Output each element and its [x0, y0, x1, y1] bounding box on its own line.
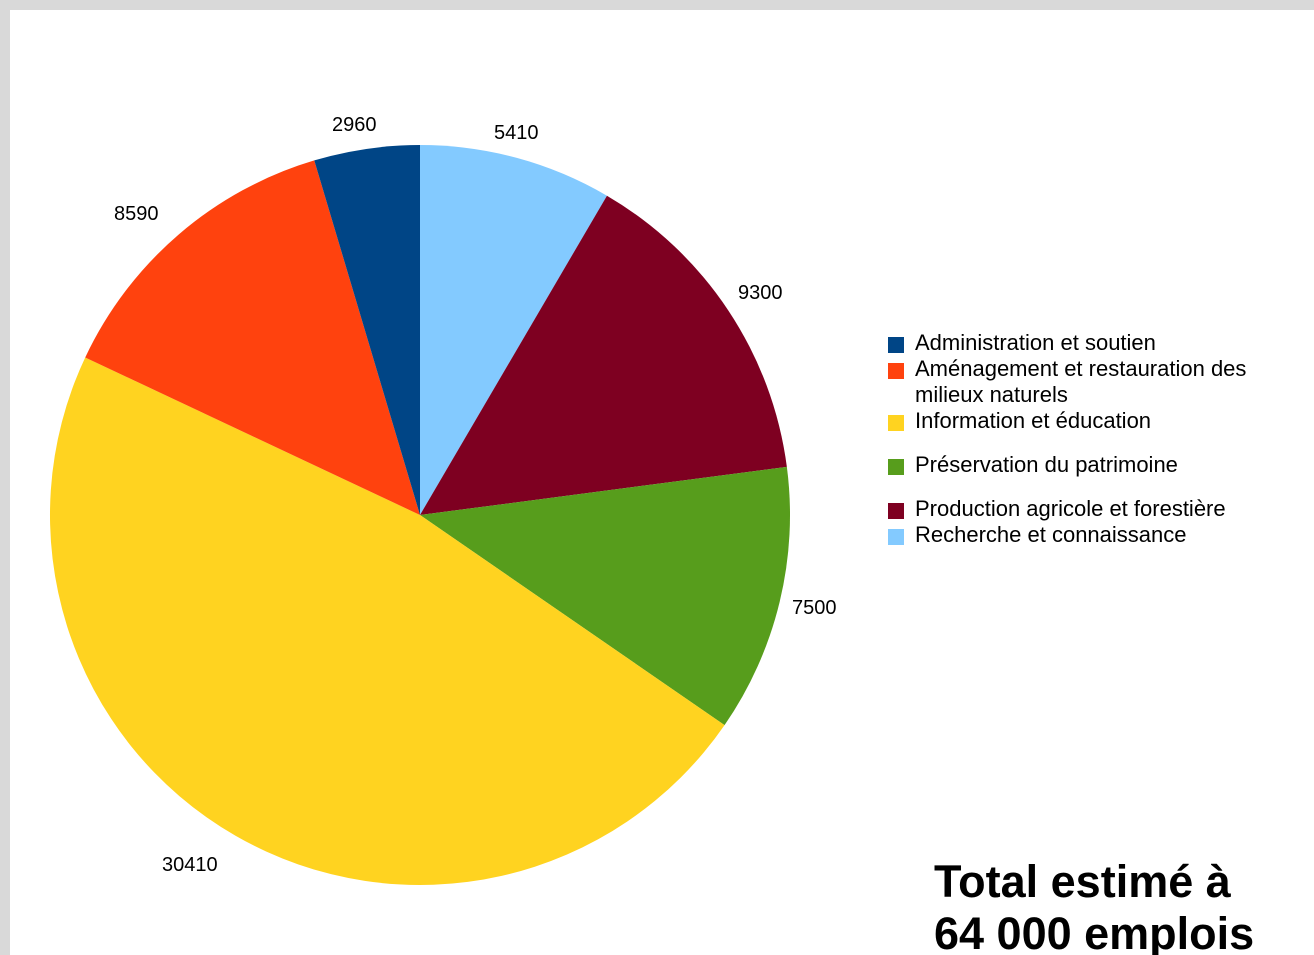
data-label-information-et-education: 30410	[162, 854, 218, 876]
chart-legend: Administration et soutien Aménagement et …	[888, 330, 1314, 548]
legend-swatch	[888, 337, 904, 353]
data-label-production-agricole-et-forestiere: 9300	[738, 282, 783, 304]
legend-item-information-et-education: Information et éducation	[888, 408, 1314, 434]
legend-label: Information et éducation	[915, 408, 1152, 433]
total-annotation: Total estimé à 64 000 emplois	[934, 856, 1254, 955]
pie-slice-amenagement-et-restauration-des-milieux-naturels	[85, 160, 420, 515]
legend-label: Production agricole et forestière	[915, 496, 1226, 521]
legend-swatch	[888, 459, 904, 475]
data-label-amenagement-et-restauration-des-milieux-naturels: 8590	[114, 203, 159, 225]
legend-label: Préservation du patrimoine	[915, 452, 1178, 477]
data-label-recherche-et-connaissance: 5410	[494, 122, 539, 144]
pie-slice-production-agricole-et-forestiere	[420, 195, 787, 515]
pie-slice-administration-et-soutien	[314, 145, 420, 515]
pie-slice-information-et-education	[49, 357, 725, 886]
legend-item-administration-et-soutien: Administration et soutien	[888, 330, 1314, 356]
total-line-2: 64 000 emplois	[934, 908, 1255, 955]
legend-label: Administration et soutien	[915, 330, 1156, 355]
pie-chart	[49, 145, 791, 886]
data-label-administration-et-soutien: 2960	[332, 114, 377, 136]
legend-item-amenagement-et-restauration-des-milieux-naturels: Aménagement et restauration des milieux …	[888, 356, 1314, 408]
pie-slice-preservation-du-patrimoine	[420, 466, 791, 726]
legend-swatch	[888, 503, 904, 519]
legend-item-recherche-et-connaissance: Recherche et connaissance	[888, 522, 1314, 548]
legend-swatch	[888, 363, 904, 379]
pie-slice-recherche-et-connaissance	[420, 145, 607, 515]
chart-canvas: 5410 9300 7500 30410 8590 2960 Administration…	[10, 10, 1314, 955]
legend-swatch	[888, 529, 904, 545]
legend-swatch	[888, 415, 904, 431]
legend-item-production-agricole-et-forestiere: Production agricole et forestière	[888, 496, 1314, 522]
total-line-1: Total estimé à	[934, 856, 1231, 907]
legend-item-preservation-du-patrimoine: Préservation du patrimoine	[888, 452, 1314, 478]
legend-label: Aménagement et restauration des milieux …	[915, 356, 1247, 407]
data-label-preservation-du-patrimoine: 7500	[792, 597, 837, 619]
legend-label: Recherche et connaissance	[915, 522, 1187, 547]
